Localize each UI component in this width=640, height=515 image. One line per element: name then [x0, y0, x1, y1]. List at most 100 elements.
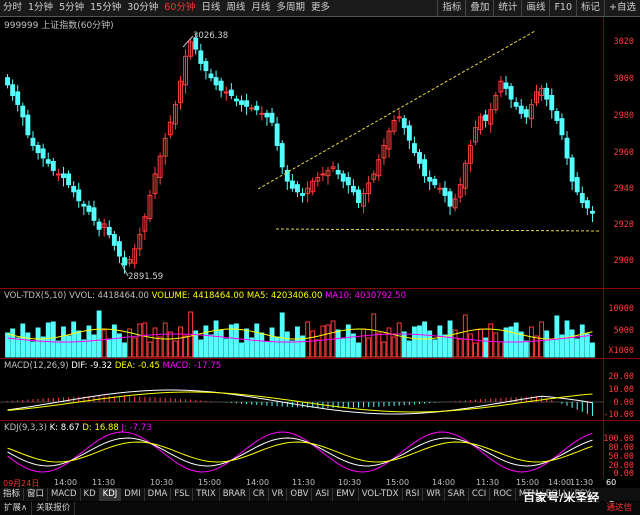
- tab-asi[interactable]: ASI: [312, 488, 334, 501]
- add-watchlist-button[interactable]: +自选: [604, 0, 640, 16]
- overlay-button[interactable]: 叠加: [465, 0, 493, 16]
- related-quote-button[interactable]: 关联报价: [32, 502, 76, 515]
- volume-bar: [584, 333, 590, 358]
- tab-emv[interactable]: EMV: [333, 488, 359, 501]
- tf-tab-active[interactable]: 60分钟: [164, 2, 196, 13]
- tab-brar[interactable]: BRAR: [220, 488, 250, 501]
- tf-tab[interactable]: 1分钟: [28, 2, 54, 13]
- mark-button[interactable]: 标记: [576, 0, 604, 16]
- expand-button[interactable]: 扩展∧: [0, 502, 33, 515]
- macd-dea-line: [7, 391, 593, 413]
- candle-body: [249, 107, 255, 110]
- high-annotation: 3026.38: [193, 31, 229, 41]
- tf-tab[interactable]: 多周期: [276, 2, 305, 13]
- tab-boll[interactable]: BOLL: [543, 488, 572, 501]
- tab-mtm[interactable]: MTM: [516, 488, 543, 501]
- candle-body: [117, 241, 122, 257]
- tab-dma[interactable]: DMA: [145, 488, 172, 501]
- tab-cci[interactable]: CCI: [469, 488, 491, 501]
- volume-bar: [152, 327, 158, 358]
- tab-indicator[interactable]: 指标: [0, 488, 25, 501]
- tab-psy[interactable]: PSY: [572, 488, 595, 501]
- tab-vol-tdx[interactable]: VOL-TDX: [359, 488, 403, 501]
- tab-wr[interactable]: WR: [423, 488, 445, 501]
- volume-bar: [167, 331, 173, 358]
- candle-body: [269, 112, 275, 123]
- candle-body: [178, 80, 183, 104]
- panel-divider: [0, 288, 640, 289]
- tab-macd[interactable]: MACD: [48, 488, 81, 501]
- volume-bar: [452, 329, 458, 358]
- volume-bar: [228, 324, 234, 358]
- candle-body: [406, 125, 412, 141]
- candle-body: [488, 109, 494, 125]
- volume-bar: [320, 325, 326, 358]
- candle-body: [86, 205, 92, 212]
- date-tick: 14:00: [54, 478, 78, 487]
- volume-bar: [20, 323, 26, 358]
- candle-body: [239, 100, 244, 105]
- date-tick: 11:30: [92, 478, 116, 487]
- draw-button[interactable]: 画线: [521, 0, 549, 16]
- tf-tab[interactable]: 30分钟: [127, 2, 159, 13]
- tab-vr[interactable]: VR: [269, 488, 288, 501]
- candle-body: [142, 216, 148, 232]
- volume-bar: [488, 323, 494, 358]
- more-tab[interactable]: 更多: [310, 2, 330, 13]
- price-tick: 3000: [613, 74, 634, 84]
- volume-bar: [539, 321, 545, 358]
- volume-bar: [528, 326, 534, 358]
- candle-body: [569, 157, 575, 182]
- date-tick: 14:00: [432, 478, 456, 487]
- indicator-button[interactable]: 指标: [437, 0, 465, 16]
- candle-body: [320, 173, 326, 176]
- tf-tab[interactable]: 日线: [201, 2, 221, 13]
- candle-body: [284, 169, 290, 182]
- tab-trix[interactable]: TRIX: [193, 488, 220, 501]
- panel-divider: [0, 358, 640, 359]
- tab-roc[interactable]: ROC: [490, 488, 516, 501]
- tab-kd[interactable]: KD: [81, 488, 100, 501]
- tf-tab[interactable]: 月线: [251, 2, 271, 13]
- tf-tab[interactable]: 分时: [3, 2, 23, 13]
- candle-body: [590, 210, 595, 214]
- candle-body: [5, 77, 10, 86]
- candle-body: [244, 100, 250, 107]
- tf-tab[interactable]: 5分钟: [59, 2, 85, 13]
- volume-bar: [381, 341, 387, 358]
- tab-dmi[interactable]: DMI: [121, 488, 145, 501]
- tab-cr[interactable]: CR: [250, 488, 269, 501]
- stats-button[interactable]: 统计: [493, 0, 521, 16]
- tab-fsl[interactable]: FSL: [171, 488, 194, 501]
- kdj-name: KDJ(9,3,3): [4, 423, 47, 433]
- f10-button[interactable]: F10: [549, 0, 576, 16]
- price-tick: 2980: [613, 111, 634, 121]
- tf-tab[interactable]: 15分钟: [90, 2, 122, 13]
- candle-body: [539, 87, 545, 97]
- macd-tick: 10.00: [608, 385, 634, 395]
- candle-body: [544, 87, 550, 100]
- tab-window[interactable]: 窗口: [24, 488, 49, 501]
- tab-sar[interactable]: SAR: [445, 488, 469, 501]
- candle-body: [528, 103, 534, 120]
- tab-kdj[interactable]: KDJ: [99, 488, 122, 501]
- candle-body: [172, 103, 178, 125]
- vol-legend: VOL-TDX(5,10) VVOL: 4418464.00 VOLUME: 4…: [4, 291, 406, 301]
- candle-body: [122, 257, 127, 266]
- volume-bar: [86, 325, 92, 358]
- tf-tab[interactable]: 周线: [226, 2, 246, 13]
- candle-body: [412, 143, 417, 154]
- tab-rsi[interactable]: RSI: [403, 488, 424, 501]
- volume-bar: [96, 310, 102, 358]
- candle-body: [478, 116, 483, 130]
- tab-obv[interactable]: OBV: [287, 488, 313, 501]
- candle-body: [223, 91, 229, 94]
- volume-bar: [366, 337, 372, 358]
- candle-body: [473, 127, 478, 143]
- axis-divider: [603, 17, 604, 478]
- macd-dif-line: [7, 389, 593, 415]
- volume-bar: [61, 326, 66, 358]
- panel-divider: [0, 420, 640, 421]
- candle-body: [300, 193, 305, 196]
